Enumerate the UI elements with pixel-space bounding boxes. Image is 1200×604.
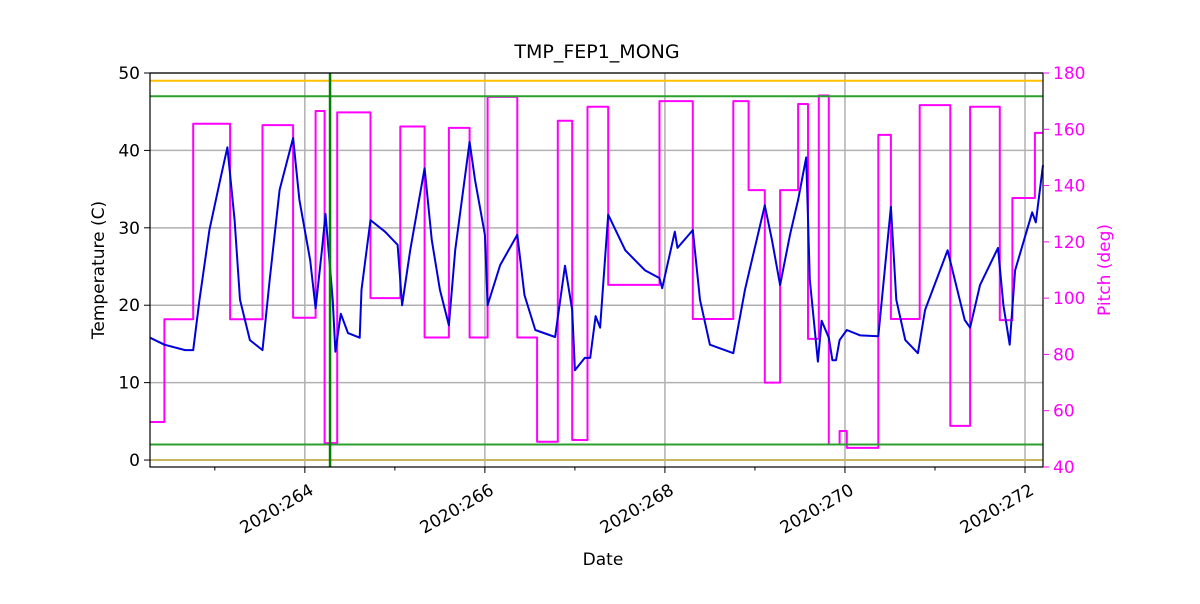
- y2-tick-label: 60: [1053, 402, 1075, 422]
- x-tick-label: 2020:270: [777, 480, 858, 538]
- y2-tick-label: 180: [1053, 64, 1085, 84]
- y-axis-label: Temperature (C): [89, 201, 109, 340]
- y2-tick-label: 100: [1053, 289, 1085, 309]
- y-tick-label: 40: [118, 141, 140, 161]
- x-tick-label: 2020:268: [597, 480, 678, 538]
- y2-tick-label: 160: [1053, 120, 1085, 140]
- y-tick-label: 20: [118, 296, 140, 316]
- series-line: [150, 94, 1043, 449]
- x-tick-label: 2020:272: [957, 480, 1038, 538]
- x-tick-label: 2020:266: [417, 480, 498, 538]
- y-tick-label: 50: [118, 64, 140, 84]
- chart-title: TMP_FEP1_MONG: [513, 41, 679, 63]
- y2-tick-label: 140: [1053, 177, 1085, 197]
- x-tick-label: 2020:264: [237, 480, 318, 538]
- y2-tick-label: 40: [1053, 458, 1075, 478]
- y-tick-label: 10: [118, 374, 140, 394]
- series-line: [149, 137, 1044, 372]
- y-tick-label: 0: [129, 451, 140, 471]
- plot-frame: [149, 72, 1044, 468]
- y2-tick-label: 80: [1053, 345, 1075, 365]
- y2-axis-label: Pitch (deg): [1095, 224, 1115, 316]
- y-tick-label: 30: [118, 219, 140, 239]
- y2-tick-label: 120: [1053, 233, 1085, 253]
- x-axis-label: Date: [583, 550, 624, 570]
